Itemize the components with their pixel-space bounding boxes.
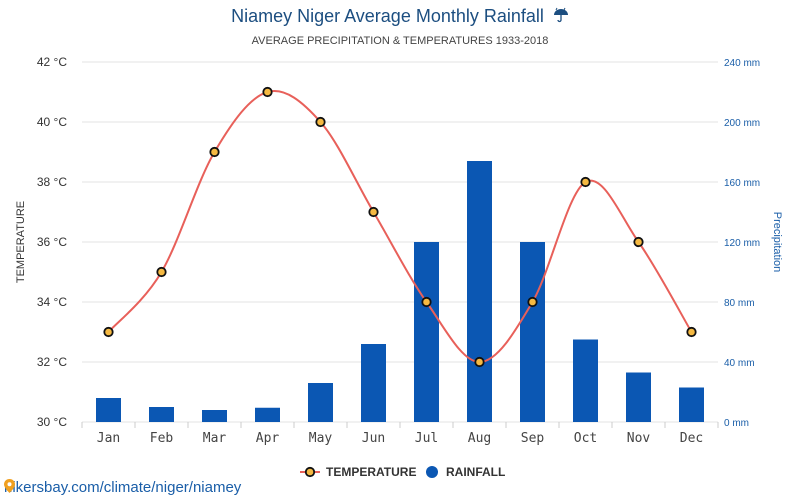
axes: 30 °C 32 °C 34 °C 36 °C 38 °C 40 °C 42 °C 0 mm 4… (15, 55, 783, 446)
temperature-point[interactable] (633, 236, 644, 248)
y-tick-label-left: 32 °C (37, 355, 67, 369)
temperature-point[interactable] (474, 356, 485, 368)
rainfall-bar[interactable] (361, 344, 386, 422)
grid-lines (81, 61, 719, 428)
temperature-point[interactable] (315, 116, 326, 128)
x-tick-label: Mar (203, 431, 227, 446)
temperature-point[interactable] (209, 146, 220, 158)
rainfall-bar[interactable] (96, 398, 121, 422)
x-tick-label: Oct (574, 431, 597, 446)
y-axis-title-right: Precipitation (771, 212, 783, 273)
source-footer[interactable]: hikersbay.com/climate/niger/niamey (4, 479, 241, 496)
x-tick-label: May (309, 431, 333, 446)
temperature-point[interactable] (580, 176, 591, 188)
y-tick-label-left: 36 °C (37, 235, 67, 249)
y-axis-title-left: TEMPERATURE (15, 201, 27, 283)
x-tick-label: Feb (150, 431, 174, 446)
rainfall-bar[interactable] (679, 387, 704, 423)
temperature-line (107, 90, 693, 364)
legend-rainfall-label[interactable]: RAINFALL (446, 465, 505, 479)
rainfall-bar[interactable] (520, 242, 545, 422)
source-link[interactable]: hikersbay.com/climate/niger/niamey (4, 479, 242, 496)
x-tick-label: Jun (362, 431, 385, 446)
y-tick-label-left: 34 °C (37, 295, 67, 309)
y-tick-label-right: 80 mm (724, 298, 755, 309)
rainfall-bar[interactable] (255, 407, 280, 422)
rainfall-bars (96, 161, 704, 422)
chart-title-text: Niamey Niger Average Monthly Rainfall (231, 6, 544, 26)
y-tick-label-left: 40 °C (37, 115, 67, 129)
chart-subtitle: AVERAGE PRECIPITATION & TEMPERATURES 193… (251, 35, 549, 47)
chart-title: Niamey Niger Average Monthly Rainfall (0, 6, 800, 27)
x-tick-label: Nov (627, 431, 651, 446)
y-tick-label-left: 42 °C (37, 55, 67, 69)
y-tick-label-right: 0 mm (724, 418, 749, 429)
rainfall-bar[interactable] (308, 383, 333, 422)
temperature-point[interactable] (527, 296, 538, 308)
y-tick-label-right: 160 mm (724, 178, 760, 189)
umbrella-rain-icon (553, 7, 568, 23)
legend-rainfall-marker[interactable] (426, 466, 438, 478)
x-tick-label: Apr (256, 431, 280, 446)
y-tick-label-left: 30 °C (37, 415, 67, 429)
temperature-point[interactable] (103, 326, 114, 338)
location-pin-icon (4, 479, 15, 493)
rainfall-bar[interactable] (467, 161, 492, 422)
rainfall-bar[interactable] (414, 242, 439, 422)
temperature-point[interactable] (686, 326, 697, 338)
legend-temperature-label[interactable]: TEMPERATURE (326, 465, 416, 479)
x-tick-label: Aug (468, 431, 491, 446)
x-tick-label: Sep (521, 431, 545, 446)
rainfall-bar[interactable] (149, 407, 174, 422)
x-tick-label: Dec (680, 431, 703, 446)
legend: TEMPERATURE RAINFALL (300, 465, 505, 479)
legend-temperature-marker[interactable] (304, 466, 316, 478)
temperature-point[interactable] (262, 86, 273, 98)
y-tick-label-right: 240 mm (724, 58, 760, 69)
temperature-point[interactable] (421, 296, 432, 308)
y-tick-label-left: 38 °C (37, 175, 67, 189)
x-tick-label: Jan (97, 431, 120, 446)
temperature-point[interactable] (156, 266, 167, 278)
rainfall-bar[interactable] (202, 410, 227, 422)
temperature-point[interactable] (368, 206, 379, 218)
rainfall-bar[interactable] (573, 339, 598, 423)
rainfall-bar[interactable] (626, 372, 651, 423)
y-tick-label-right: 200 mm (724, 118, 760, 129)
temperature-line-group (103, 86, 697, 368)
y-tick-label-right: 120 mm (724, 238, 760, 249)
y-tick-label-right: 40 mm (724, 358, 755, 369)
x-tick-label: Jul (415, 431, 438, 446)
